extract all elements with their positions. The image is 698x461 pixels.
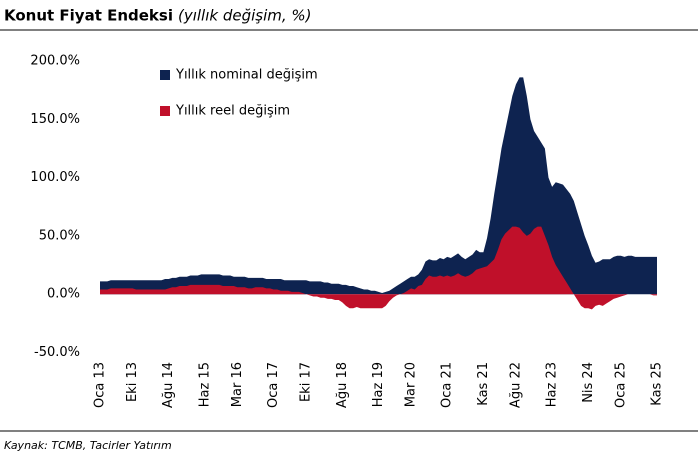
x-tick-label: Eki 13	[125, 362, 140, 402]
x-tick-label: Oca 21	[440, 362, 455, 408]
legend-swatch	[160, 70, 170, 80]
y-tick-label: 100.0%	[30, 170, 80, 185]
x-tick-label: Ağu 14	[161, 362, 176, 408]
x-tick-label: Kas 21	[476, 362, 491, 406]
x-tick-label: Haz 19	[371, 362, 386, 407]
chart-title: Konut Fiyat Endeksi	[4, 7, 173, 25]
y-tick-label: -50.0%	[34, 345, 80, 360]
source: Kaynak: TCMB, Tacirler Yatırım	[4, 439, 172, 452]
legend-swatch	[160, 106, 170, 116]
x-tick-label: Oca 25	[613, 362, 628, 408]
x-tick-label: Haz 15	[197, 362, 212, 407]
y-tick-label: 200.0%	[30, 54, 80, 69]
x-tick-label: Ağu 22	[508, 362, 523, 408]
y-tick-label: 0.0%	[47, 287, 80, 302]
chart-subtitle: (yıllık değişim, %)	[178, 7, 312, 25]
x-tick-label: Haz 23	[545, 362, 560, 407]
x-tick-label: Nis 24	[581, 362, 596, 403]
legend-label: Yıllık reel değişim	[175, 104, 290, 119]
x-tick-label: Mar 16	[230, 362, 245, 407]
y-tick-label: 50.0%	[39, 228, 80, 243]
x-tick-label: Oca 13	[93, 362, 108, 408]
x-tick-label: Ağu 18	[335, 362, 350, 408]
x-tick-label: Eki 17	[299, 362, 314, 402]
x-tick-label: Oca 17	[266, 362, 281, 408]
legend-label: Yıllık nominal değişim	[175, 68, 318, 83]
x-tick-label: Kas 25	[650, 362, 665, 406]
y-tick-label: 150.0%	[30, 112, 80, 127]
area	[100, 226, 657, 310]
x-tick-label: Mar 20	[404, 362, 419, 407]
